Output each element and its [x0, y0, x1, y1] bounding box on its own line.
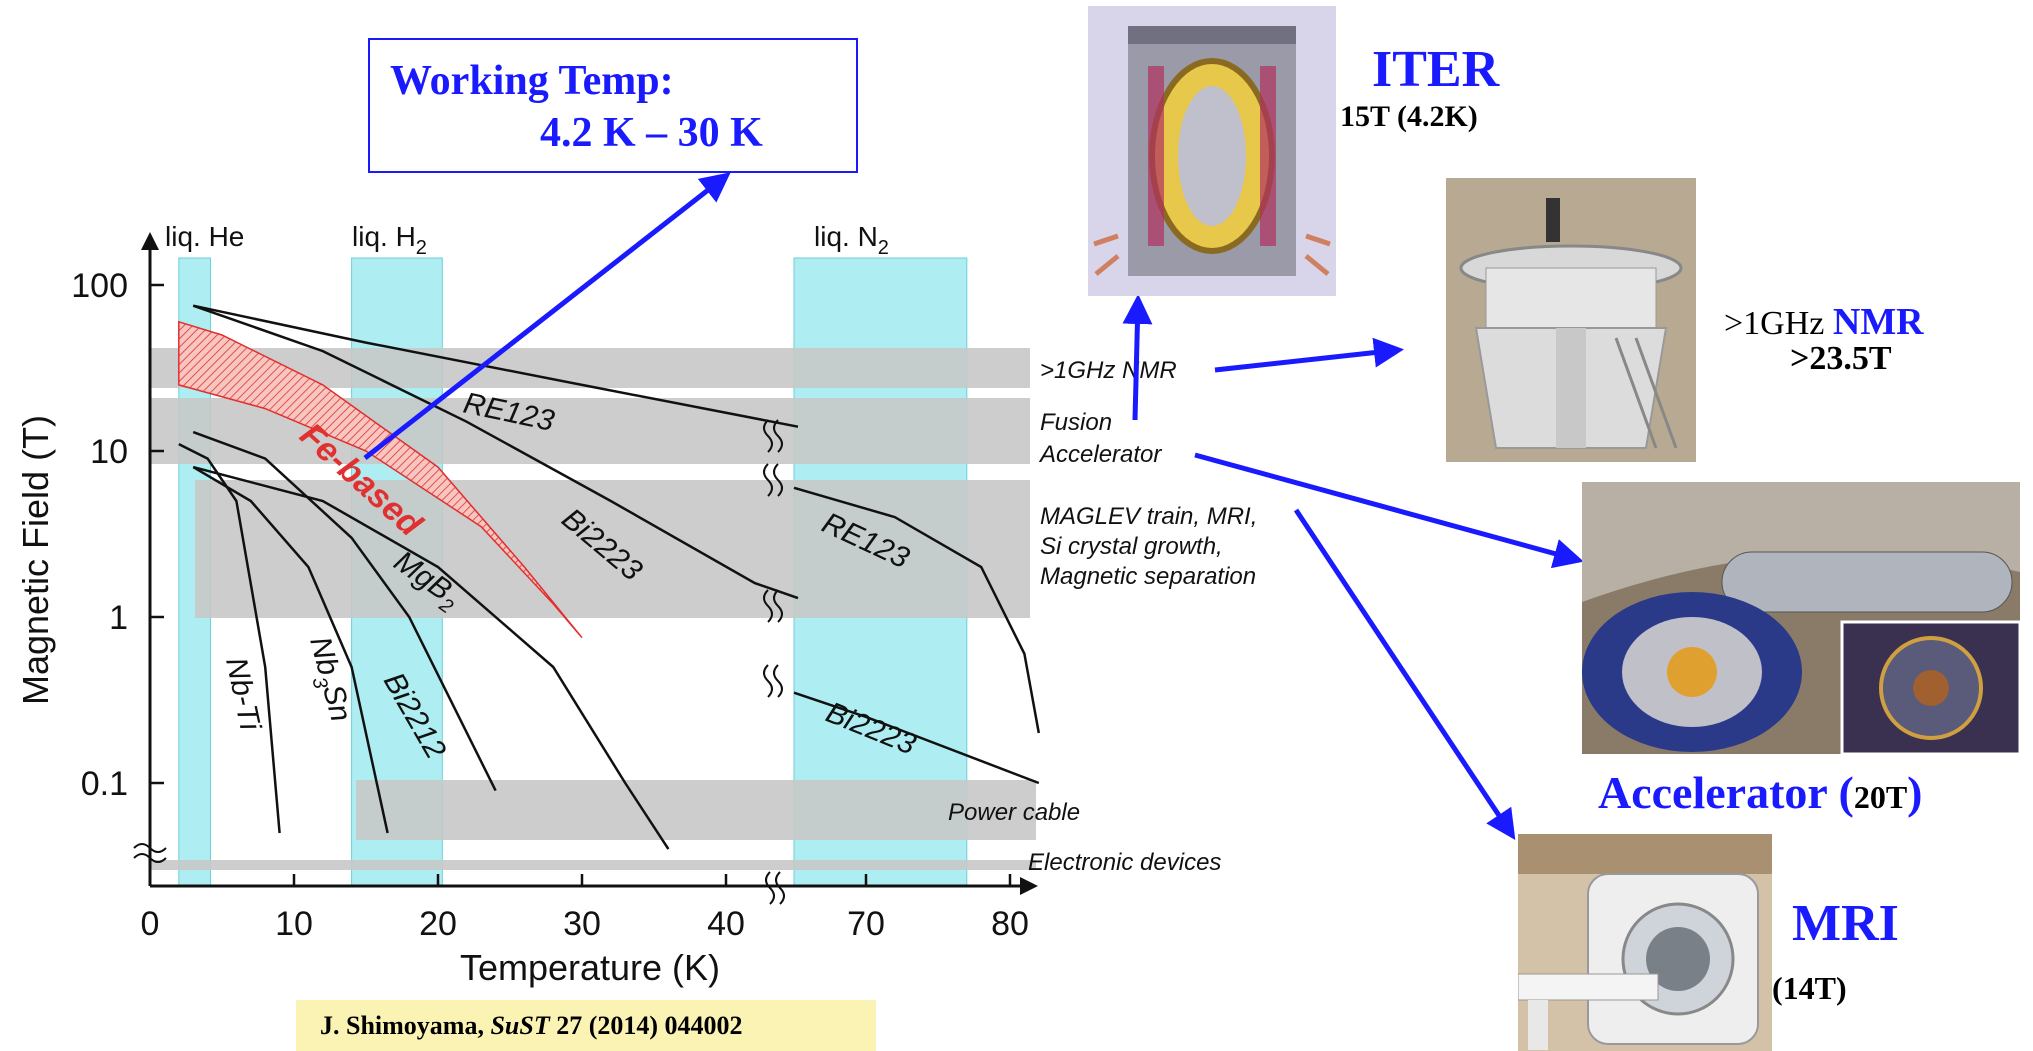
- coolant-label-n2: liq. N2: [814, 221, 889, 259]
- nmr-image: [1446, 178, 1696, 462]
- arrow-to-iter: [1122, 294, 1153, 421]
- nmr-title: >1GHz NMR: [1724, 300, 1924, 344]
- callout-line-1: Working Temp:: [390, 58, 674, 104]
- accelerator-title: Accelerator (20T): [1598, 766, 1922, 819]
- curve-bi2223: [192, 304, 799, 600]
- label-nb-ti: Nb-Ti: [219, 655, 267, 735]
- band-electronic: [150, 860, 1036, 870]
- accelerator-name: Accelerator (: [1598, 767, 1854, 818]
- y-tick-label: 100: [71, 267, 128, 305]
- app-label-fusion: Fusion: [1040, 409, 1112, 436]
- curve-nb3sn: [192, 466, 389, 834]
- arrow-to-nmr: [1214, 337, 1404, 373]
- app-label-electronic: Electronic devices: [1028, 849, 1221, 876]
- curve-bi2223: [793, 691, 1040, 785]
- x-tick-label: 20: [419, 905, 457, 943]
- citation-journal: SuST: [490, 1011, 550, 1040]
- x-tick-label: 70: [847, 905, 885, 943]
- mri-title: MRI: [1792, 895, 1899, 952]
- axes: [133, 232, 1038, 905]
- app-label-nmr: >1GHz NMR: [1040, 357, 1177, 384]
- x-tick-label: 40: [707, 905, 745, 943]
- x-tick-label: 30: [563, 905, 601, 943]
- material-curves: [178, 304, 1041, 850]
- x-tick-label: 80: [991, 905, 1029, 943]
- iter-title: ITER: [1372, 41, 1500, 98]
- arrow-to-accelerator: [1194, 452, 1584, 569]
- curve-mgb2: [192, 465, 670, 850]
- curve-re123: [793, 486, 1041, 734]
- app-label-maglev: MAGLEV train, MRI,: [1040, 503, 1257, 530]
- coolant-label-h2: liq. H2: [352, 221, 427, 259]
- citation-author: J. Shimoyama,: [320, 1011, 491, 1040]
- app-label-si: Si crystal growth,: [1040, 533, 1223, 560]
- annotation-arrows: [363, 172, 1584, 840]
- curve-break-marks: [763, 419, 783, 698]
- arrow-to-mri: [1293, 508, 1516, 840]
- y-tick-label: 10: [90, 433, 128, 471]
- coolant-label-he: liq. He: [165, 221, 244, 252]
- mri-spec: (14T): [1772, 970, 1847, 1006]
- y-axis-arrow: [141, 232, 159, 250]
- app-label-magsep: Magnetic separation: [1040, 563, 1256, 590]
- iter-spec: 15T (4.2K): [1340, 100, 1478, 133]
- y-tick-label: 1: [109, 599, 128, 637]
- fe-based-region: [178, 320, 583, 639]
- label-nb3sn: Nb3Sn: [297, 633, 357, 726]
- y-tick-label: 0.1: [81, 765, 128, 803]
- x-axis-arrow: [1020, 877, 1038, 895]
- app-label-power: Power cable: [948, 799, 1080, 826]
- accelerator-spec: 20T: [1853, 779, 1908, 815]
- accelerator-image: [1582, 482, 2020, 754]
- y-axis-break-mark: [133, 843, 167, 863]
- iter-image: [1088, 6, 1336, 296]
- citation: J. Shimoyama, SuST 27 (2014) 044002: [296, 1000, 876, 1051]
- arrow-to-callout: [363, 172, 731, 460]
- accelerator-close: ): [1907, 767, 1923, 818]
- curve-nb-ti: [178, 442, 281, 834]
- application-bands: [150, 348, 1036, 870]
- mri-image: [1518, 834, 1772, 1051]
- band-power-cable: [356, 780, 1036, 840]
- axis-ticks: [148, 283, 1012, 886]
- x-axis-break-mark: [765, 871, 785, 905]
- callout-line-2: 4.2 K – 30 K: [540, 110, 763, 156]
- curve-re123: [192, 304, 799, 428]
- citation-rest: 27 (2014) 044002: [549, 1011, 743, 1040]
- nmr-prefix: >1GHz: [1724, 305, 1833, 342]
- x-axis-title: Temperature (K): [460, 947, 720, 988]
- nmr-name: NMR: [1832, 301, 1924, 343]
- nmr-spec: >23.5T: [1790, 340, 1892, 377]
- working-temp-callout: Working Temp: 4.2 K – 30 K: [368, 38, 858, 173]
- y-axis-title: Magnetic Field (T): [15, 415, 56, 705]
- curve-bi2212: [192, 430, 497, 792]
- x-tick-label: 0: [141, 905, 160, 943]
- x-tick-label: 10: [275, 905, 313, 943]
- app-label-accelerator: Accelerator: [1038, 441, 1162, 468]
